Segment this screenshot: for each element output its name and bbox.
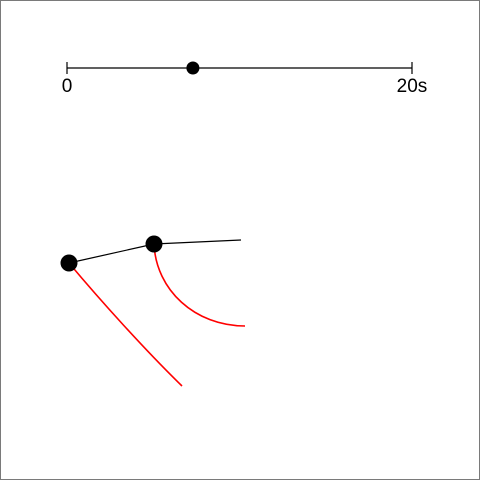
pendulum-bob-2[interactable] <box>145 235 163 253</box>
pendulum <box>60 235 246 387</box>
timeline-start-label: 0 <box>62 76 73 97</box>
timeline[interactable]: 0 20s <box>62 61 428 98</box>
pendulum-arm-lower <box>153 239 242 245</box>
timeline-end-label: 20s <box>397 76 428 97</box>
bob1-trail <box>68 262 183 387</box>
pendulum-arm-upper <box>68 243 155 264</box>
bob2-trail <box>153 243 246 327</box>
pendulum-bob-1[interactable] <box>60 254 78 272</box>
timeline-handle[interactable] <box>186 61 200 75</box>
